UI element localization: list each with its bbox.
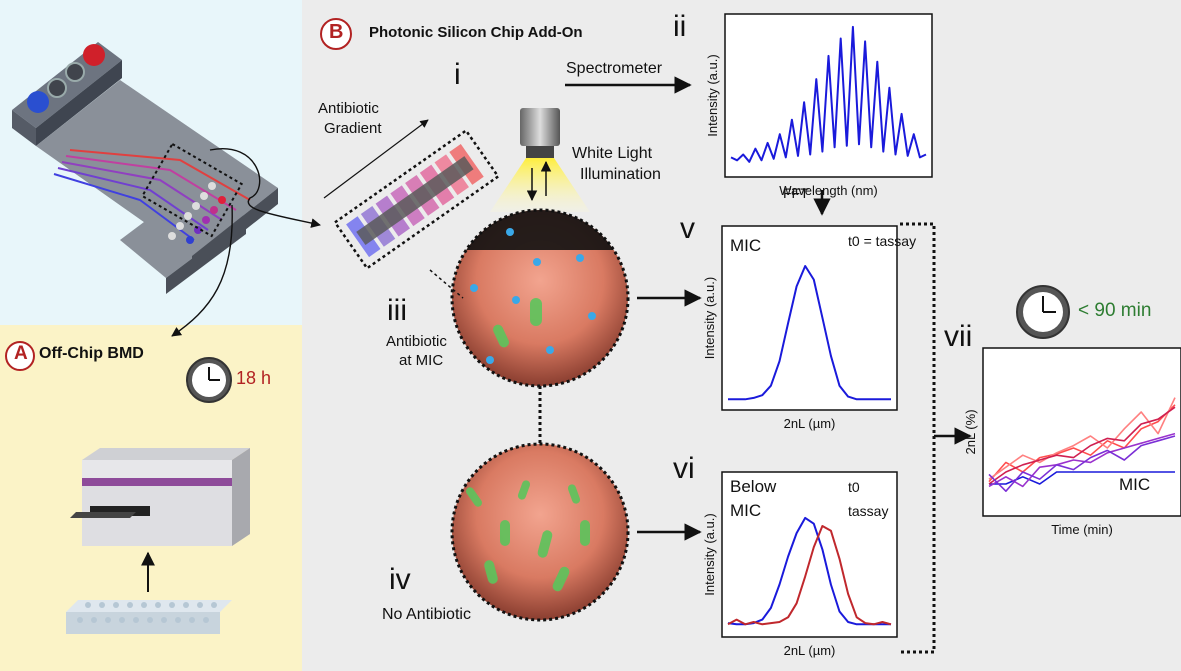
objective-lens-icon: [490, 108, 590, 212]
label-i: i: [454, 58, 461, 91]
microfluidic-device-icon: [12, 42, 278, 294]
label-ii: ii: [673, 10, 687, 43]
label-iii: iii: [387, 294, 407, 327]
spectrometer-label: Spectrometer: [566, 60, 663, 77]
panel-b-badge: [320, 18, 352, 50]
label-vi: vi: [673, 452, 695, 485]
silicon-chip-icon: [323, 119, 500, 270]
illumination-label: Illumination: [580, 166, 661, 183]
nanopore-circle-mic: [450, 208, 630, 388]
well-plate-icon: [66, 600, 232, 634]
clock-icon: [186, 357, 232, 403]
antibiotic-gradient-label-2: Gradient: [324, 120, 382, 137]
panel-a-letter: A: [14, 343, 28, 364]
antibiotic-gradient-label: Antibiotic: [318, 100, 379, 117]
panel-b-letter: B: [329, 21, 344, 43]
clock-icon: [1016, 285, 1070, 339]
at-mic-label: at MIC: [399, 352, 444, 369]
plate-reader-icon: [70, 448, 250, 546]
antibiotic-mic-label: Antibiotic: [386, 333, 447, 350]
label-v: v: [680, 212, 695, 245]
panel-b-title: Photonic Silicon Chip Add-On: [369, 24, 583, 41]
label-vii: vii: [944, 320, 973, 353]
vii-time-label: < 90 min: [1078, 300, 1152, 321]
panel-a-badge: [5, 341, 35, 371]
panel-a-title: Off-Chip BMD: [39, 345, 144, 362]
fft-label: FFT: [783, 185, 809, 201]
label-iv: iv: [389, 563, 411, 596]
panel-a-time: 18 h: [236, 368, 272, 388]
nanopore-circle-no-antibiotic: [450, 442, 630, 622]
no-antibiotic-label: No Antibiotic: [382, 606, 471, 623]
white-light-label: White Light: [572, 145, 653, 162]
